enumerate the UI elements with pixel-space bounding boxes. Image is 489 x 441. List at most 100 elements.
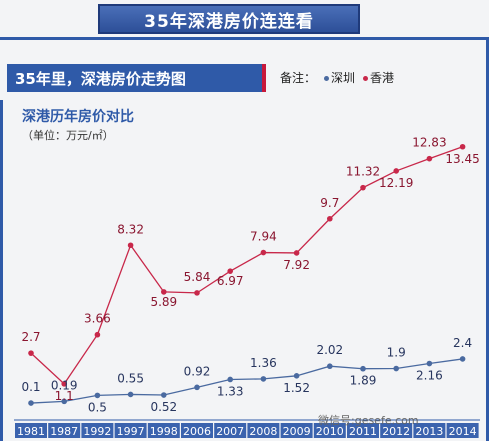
x-tick-label: 1997 [117, 425, 145, 438]
x-tick-label: 2008 [249, 425, 277, 438]
x-tick-box [413, 423, 446, 438]
x-tick-label: 2011 [349, 425, 377, 438]
x-tick-label: 1981 [17, 425, 45, 438]
hongkong-data-label: 7.92 [283, 258, 310, 272]
hongkong-data-point [28, 350, 34, 356]
shenzhen-data-label: 0.19 [51, 378, 78, 392]
shenzhen-data-point [327, 363, 333, 370]
shenzhen-data-point [194, 384, 200, 391]
shenzhen-data-label: 1.89 [350, 374, 377, 388]
shenzhen-data-label: 0.5 [88, 400, 107, 414]
hongkong-data-point [426, 155, 433, 162]
hongkong-data-label: 1.1 [55, 389, 74, 403]
hongkong-data-point [61, 381, 67, 387]
shenzhen-data-label: 0.55 [117, 371, 144, 385]
shenzhen-data-point [260, 376, 267, 382]
hongkong-data-label: 8.32 [117, 222, 144, 236]
shenzhen-data-point [393, 365, 400, 372]
x-tick-label: 2007 [216, 425, 244, 438]
section-title: 35年里，深港房价走势图 [7, 64, 262, 92]
shenzhen-data-point [293, 373, 300, 379]
hongkong-data-label: 5.84 [184, 270, 211, 284]
shenzhen-data-label: 1.9 [387, 346, 406, 360]
hongkong-data-point [459, 143, 466, 150]
hongkong-data-label: 5.89 [150, 295, 177, 309]
hongkong-data-label: 7.94 [250, 230, 277, 244]
legend-dot-icon [363, 75, 369, 81]
x-tick-label: 1992 [83, 425, 111, 438]
section-accent [262, 64, 266, 92]
shenzhen-data-label: 0.1 [21, 380, 40, 394]
x-tick-box [347, 423, 379, 438]
hongkong-data-label: 6.97 [217, 274, 244, 288]
shenzhen-data-point [360, 365, 366, 372]
x-tick-box [280, 423, 313, 438]
hongkong-data-label: 2.7 [21, 330, 40, 344]
shenzhen-data-point [459, 356, 466, 362]
hongkong-data-point [227, 268, 233, 274]
x-tick-box [147, 423, 180, 438]
shenzhen-data-point [61, 398, 67, 405]
hongkong-data-label: 9.7 [320, 196, 339, 210]
hongkong-data-label: 12.83 [412, 136, 446, 150]
shenzhen-data-point [426, 360, 433, 367]
legend-item-hongkong: 香港 [363, 69, 394, 86]
hongkong-data-label: 3.66 [84, 312, 111, 326]
hongkong-data-point [393, 168, 400, 174]
x-tick-label: 2014 [449, 425, 477, 438]
hongkong-data-point [327, 215, 333, 222]
shenzhen-data-label: 1.52 [283, 381, 310, 395]
hongkong-data-label: 13.45 [445, 152, 479, 166]
x-tick-box [15, 423, 47, 438]
x-tick-box [446, 423, 479, 438]
shenzhen-data-point [127, 391, 134, 398]
shenzhen-data-label: 2.16 [416, 369, 443, 383]
x-tick-label: 2009 [283, 425, 311, 438]
shenzhen-data-label: 0.52 [150, 400, 177, 414]
hongkong-data-point [293, 250, 300, 256]
legend: 备注： 深圳 香港 [280, 66, 394, 88]
x-tick-label: 2010 [316, 425, 344, 438]
hongkong-series-line [30, 146, 463, 385]
shenzhen-data-label: 1.36 [250, 356, 277, 370]
chart-title: 深港历年房价对比 [22, 109, 134, 125]
hongkong-data-point [194, 290, 200, 296]
shenzhen-data-label: 2.02 [316, 343, 343, 357]
top-rule [0, 37, 489, 40]
shenzhen-data-point [227, 376, 233, 383]
x-tick-label: 2012 [382, 425, 410, 438]
legend-item-shenzhen: 深圳 [324, 69, 355, 86]
left-rule [0, 100, 3, 441]
shenzhen-data-label: 1.33 [217, 384, 244, 398]
chart-unit: （单位：万元/㎡） [22, 129, 114, 142]
shenzhen-data-label: 0.92 [184, 364, 211, 378]
hongkong-data-point [260, 249, 267, 256]
legend-label: 备注： [280, 70, 317, 85]
x-tick-label: 1987 [50, 425, 78, 438]
shenzhen-data-point [161, 392, 167, 398]
hongkong-data-point [161, 289, 167, 295]
hongkong-data-point [360, 184, 366, 191]
x-tick-label: 2006 [183, 425, 211, 438]
x-tick-box [380, 423, 413, 438]
legend-dot-icon [324, 75, 330, 81]
watermark: 微信号:gesefe.com [318, 414, 419, 427]
x-tick-box [81, 423, 114, 438]
x-tick-box [181, 423, 213, 438]
x-tick-box [48, 423, 81, 438]
shenzhen-series-line [30, 358, 463, 404]
x-tick-box [313, 423, 346, 438]
x-tick-box [114, 423, 147, 438]
right-rule [486, 37, 489, 441]
x-tick-box [247, 423, 280, 438]
hongkong-data-label: 11.32 [346, 165, 380, 179]
shenzhen-data-point [94, 392, 101, 399]
hongkong-data-point [94, 331, 101, 338]
page-title: 35年深港房价连连看 [98, 4, 360, 34]
x-tick-box [214, 423, 247, 438]
shenzhen-data-point [28, 400, 34, 406]
shenzhen-data-label: 2.4 [453, 336, 472, 350]
hongkong-data-point [127, 242, 134, 249]
hongkong-data-label: 12.19 [379, 176, 413, 190]
